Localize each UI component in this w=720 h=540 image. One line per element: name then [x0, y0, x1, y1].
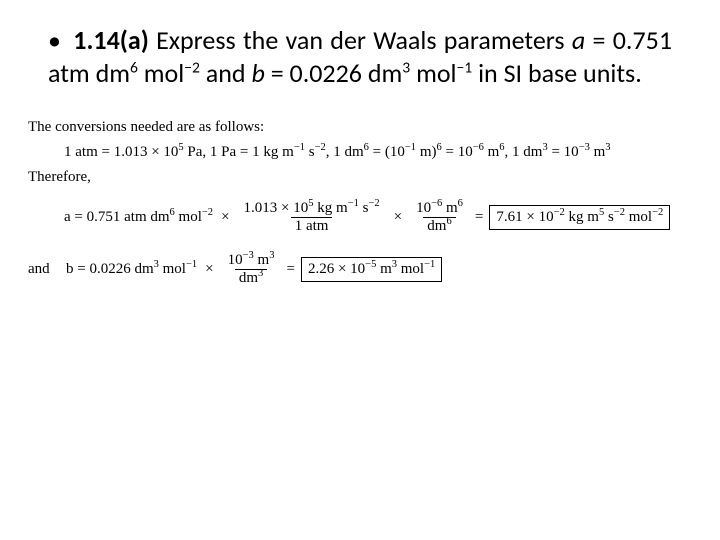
text: Express the van der Waals parameters	[149, 24, 572, 56]
sup: 6	[130, 58, 138, 77]
var-a: a	[572, 24, 585, 56]
sup: 3	[402, 58, 410, 77]
intro-line: The conversions needed are as follows:	[28, 119, 692, 136]
equation-a: a = 0.751 atm dm6 mol−2 × 1.013 × 105 kg…	[28, 200, 692, 234]
fraction-b: 10−3 m3 dm3	[224, 252, 279, 286]
tail: in SI base units.	[472, 57, 642, 89]
between: and	[200, 57, 252, 89]
b-value: = 0.0226 dm	[265, 57, 402, 89]
bullet: •	[48, 24, 66, 57]
fraction-1: 1.013 × 105 kg m−1 s−2 1 atm	[240, 200, 384, 234]
sup: −1	[457, 58, 473, 77]
therefore: Therefore,	[28, 169, 692, 186]
a-mid: mol	[138, 57, 184, 89]
result-a: 7.61 × 10−2 kg m5 s−2 mol−2	[489, 205, 670, 230]
b-mid: mol	[410, 57, 456, 89]
solution-block: The conversions needed are as follows: 1…	[0, 89, 720, 286]
and-label: and	[28, 261, 60, 278]
var-b: b	[251, 57, 264, 89]
problem-number: 1.14(a)	[73, 24, 149, 56]
equation-b: and b = 0.0226 dm3 mol−1 × 10−3 m3 dm3 =…	[28, 252, 692, 286]
conversions: 1 atm = 1.013 × 105 Pa, 1 Pa = 1 kg m−1 …	[28, 144, 692, 161]
fraction-2: 10−6 m6 dm6	[412, 200, 467, 234]
sup: −2	[184, 58, 200, 77]
problem-statement: • 1.14(a) Express the van der Waals para…	[0, 0, 720, 89]
result-b: 2.26 × 10−5 m3 mol−1	[301, 257, 442, 282]
